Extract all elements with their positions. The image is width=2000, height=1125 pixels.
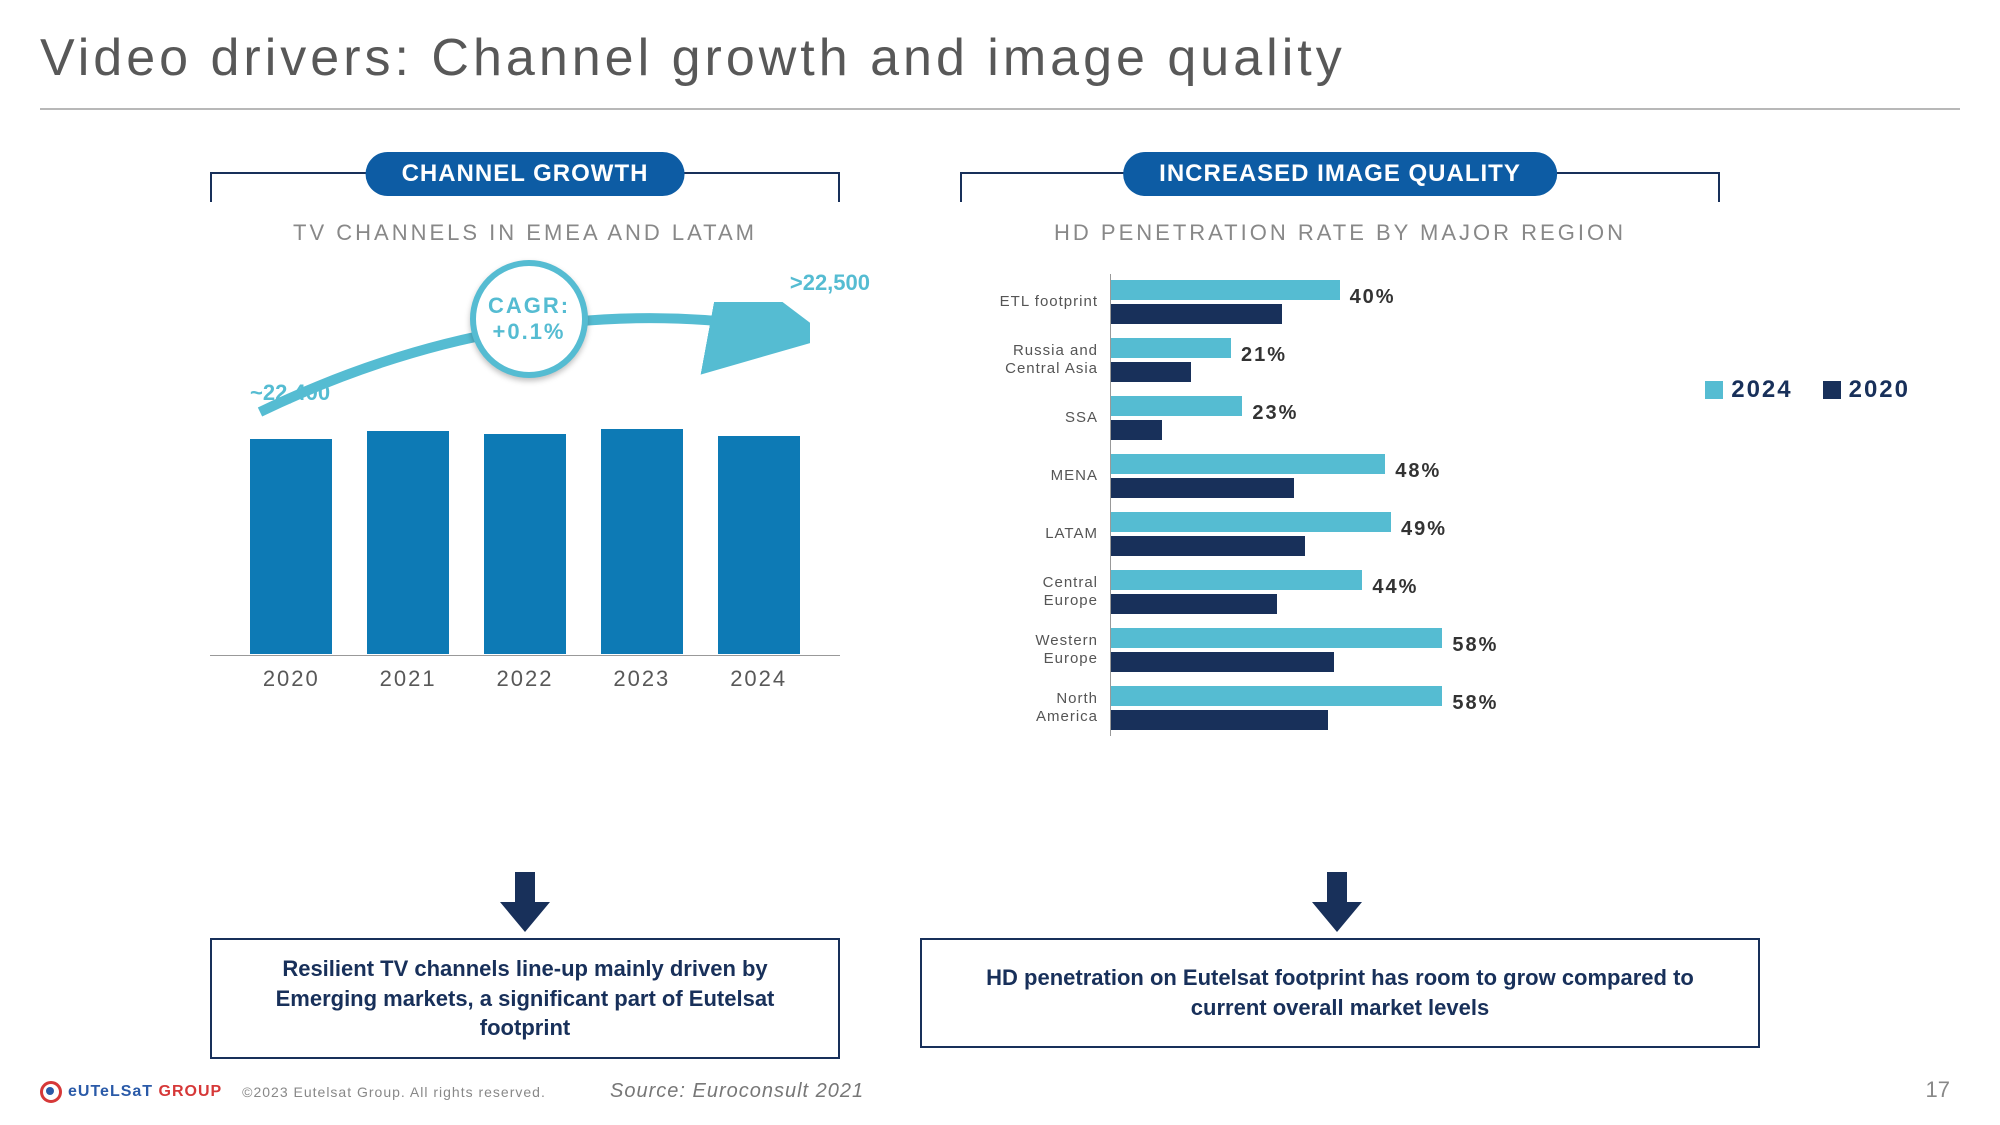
bar-cell	[707, 436, 810, 654]
down-arrow-icon	[500, 872, 550, 932]
hbar-2020	[1111, 304, 1282, 324]
bar-year-label: 2021	[357, 666, 460, 692]
image-quality-panel: INCREASED IMAGE QUALITY HD PENETRATION R…	[960, 152, 1720, 738]
cagr-label-1: CAGR:	[488, 293, 570, 319]
hbar-group: MENA48%	[1110, 448, 1670, 504]
hbar-2024: 40%	[1111, 280, 1340, 300]
image-quality-pill: INCREASED IMAGE QUALITY	[1123, 152, 1557, 196]
start-value-label: ~22,400	[250, 380, 330, 406]
left-subtitle: TV CHANNELS IN EMEA AND LATAM	[210, 220, 840, 246]
hbar-group: ETL footprint40%	[1110, 274, 1670, 330]
hbar-2020	[1111, 536, 1305, 556]
channel-growth-bar-chart	[210, 406, 840, 656]
cagr-badge: CAGR: +0.1%	[470, 260, 588, 378]
hbar-category-label: LATAM	[980, 525, 1110, 543]
cagr-label-2: +0.1%	[493, 319, 566, 345]
bar-rect	[484, 434, 566, 654]
hbar-value-label: 48%	[1385, 460, 1441, 483]
bar-year-label: 2022	[474, 666, 577, 692]
bar-year-label: 2024	[707, 666, 810, 692]
logo-ring-icon	[40, 1081, 62, 1103]
source-text: Source: Euroconsult 2021	[610, 1080, 864, 1103]
hbar-2020	[1111, 594, 1277, 614]
hbar-category-label: ETL footprint	[980, 293, 1110, 311]
hbar-2024: 44%	[1111, 570, 1362, 590]
hd-penetration-chart: ETL footprint40%Russia andCentral Asia21…	[1110, 274, 1670, 736]
hbar-group: LATAM49%	[1110, 506, 1670, 562]
hbar-value-label: 49%	[1391, 518, 1447, 541]
hbar-value-label: 21%	[1231, 344, 1287, 367]
bar-axis	[210, 655, 840, 656]
hbar-2024: 23%	[1111, 396, 1242, 416]
copyright-text: ©2023 Eutelsat Group. All rights reserve…	[242, 1084, 546, 1100]
channel-growth-pill: CHANNEL GROWTH	[366, 152, 685, 196]
hbar-2020	[1111, 478, 1294, 498]
footer: eUTeLSaT GROUP ©2023 Eutelsat Group. All…	[40, 1081, 1960, 1103]
hbar-category-label: SSA	[980, 409, 1110, 427]
bar-cell	[591, 429, 694, 654]
hbar-2020	[1111, 710, 1328, 730]
bar-rect	[367, 431, 449, 654]
bar-year-label: 2020	[240, 666, 343, 692]
bar-cell	[474, 434, 577, 654]
hbar-2024: 58%	[1111, 686, 1442, 706]
hbar-category-label: CentralEurope	[980, 574, 1110, 610]
hbar-value-label: 44%	[1362, 576, 1418, 599]
end-value-label: >22,500	[790, 270, 870, 296]
hbar-category-label: WesternEurope	[980, 632, 1110, 668]
hbar-group: WesternEurope58%	[1110, 622, 1670, 678]
bar-rect	[250, 439, 332, 654]
panel-bracket: CHANNEL GROWTH	[210, 152, 840, 202]
hbar-group: CentralEurope44%	[1110, 564, 1670, 620]
hbar-group: SSA23%	[1110, 390, 1670, 446]
right-subtitle: HD PENETRATION RATE BY MAJOR REGION	[960, 220, 1720, 246]
hbar-value-label: 23%	[1242, 402, 1298, 425]
legend-label-2024: 2024	[1731, 376, 1792, 404]
bar-x-labels: 2020 2021 2022 2023 2024	[210, 656, 840, 692]
legend-swatch-2020	[1823, 381, 1841, 399]
left-conclusion-box: Resilient TV channels line-up mainly dri…	[210, 938, 840, 1059]
hbar-2024: 48%	[1111, 454, 1385, 474]
bar-rect	[601, 429, 683, 654]
legend-swatch-2024	[1705, 381, 1723, 399]
bar-year-label: 2023	[591, 666, 694, 692]
chart-legend: 2024 2020	[1705, 376, 1910, 404]
eutelsat-logo: eUTeLSaT GROUP	[40, 1081, 222, 1103]
bar-rect	[718, 436, 800, 654]
title-underline	[40, 108, 1960, 110]
hbar-value-label: 58%	[1442, 692, 1498, 715]
hbar-2020	[1111, 420, 1162, 440]
hbar-2024: 21%	[1111, 338, 1231, 358]
hbar-category-label: NorthAmerica	[980, 690, 1110, 726]
hbar-category-label: MENA	[980, 467, 1110, 485]
hbar-value-label: 58%	[1442, 634, 1498, 657]
right-conclusion-box: HD penetration on Eutelsat footprint has…	[920, 938, 1760, 1048]
hbar-group: Russia andCentral Asia21%	[1110, 332, 1670, 388]
logo-text: eUTeLSaT GROUP	[68, 1083, 222, 1101]
hbar-2020	[1111, 652, 1334, 672]
hbar-category-label: Russia andCentral Asia	[980, 342, 1110, 378]
legend-2020: 2020	[1823, 376, 1910, 404]
page-number: 17	[1926, 1077, 1950, 1103]
bar-cell	[357, 431, 460, 654]
down-arrow-icon	[1312, 872, 1362, 932]
legend-2024: 2024	[1705, 376, 1792, 404]
bar-cell	[240, 439, 343, 654]
hbar-group: NorthAmerica58%	[1110, 680, 1670, 736]
hbar-2024: 58%	[1111, 628, 1442, 648]
legend-label-2020: 2020	[1849, 376, 1910, 404]
hbar-2024: 49%	[1111, 512, 1391, 532]
hbar-value-label: 40%	[1340, 286, 1396, 309]
panel-bracket: INCREASED IMAGE QUALITY	[960, 152, 1720, 202]
hbar-2020	[1111, 362, 1191, 382]
channel-growth-panel: CHANNEL GROWTH TV CHANNELS IN EMEA AND L…	[210, 152, 840, 692]
slide-title: Video drivers: Channel growth and image …	[40, 28, 1346, 88]
